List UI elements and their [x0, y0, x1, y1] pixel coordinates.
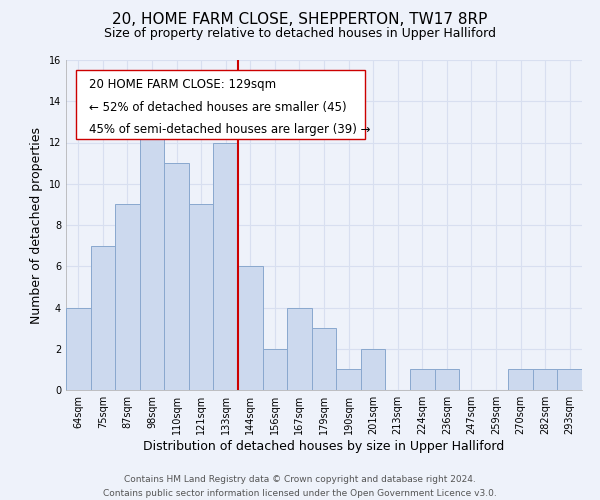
Y-axis label: Number of detached properties: Number of detached properties [30, 126, 43, 324]
Text: 20, HOME FARM CLOSE, SHEPPERTON, TW17 8RP: 20, HOME FARM CLOSE, SHEPPERTON, TW17 8R… [112, 12, 488, 28]
FancyBboxPatch shape [76, 70, 365, 139]
Text: Size of property relative to detached houses in Upper Halliford: Size of property relative to detached ho… [104, 28, 496, 40]
Bar [410, 370, 434, 390]
Bar [434, 370, 459, 390]
Bar [164, 163, 189, 390]
Text: ← 52% of detached houses are smaller (45): ← 52% of detached houses are smaller (45… [89, 100, 347, 114]
Bar [140, 122, 164, 390]
Bar [361, 349, 385, 390]
Bar [336, 370, 361, 390]
Bar [189, 204, 214, 390]
Bar [91, 246, 115, 390]
Bar [533, 370, 557, 390]
Text: 45% of semi-detached houses are larger (39) →: 45% of semi-detached houses are larger (… [89, 123, 371, 136]
Bar [557, 370, 582, 390]
Bar [508, 370, 533, 390]
Bar [66, 308, 91, 390]
X-axis label: Distribution of detached houses by size in Upper Halliford: Distribution of detached houses by size … [143, 440, 505, 453]
Text: 20 HOME FARM CLOSE: 129sqm: 20 HOME FARM CLOSE: 129sqm [89, 78, 277, 91]
Bar [214, 142, 238, 390]
Bar [263, 349, 287, 390]
Bar [115, 204, 140, 390]
Bar [287, 308, 312, 390]
Bar [238, 266, 263, 390]
Text: Contains HM Land Registry data © Crown copyright and database right 2024.
Contai: Contains HM Land Registry data © Crown c… [103, 476, 497, 498]
Bar [312, 328, 336, 390]
